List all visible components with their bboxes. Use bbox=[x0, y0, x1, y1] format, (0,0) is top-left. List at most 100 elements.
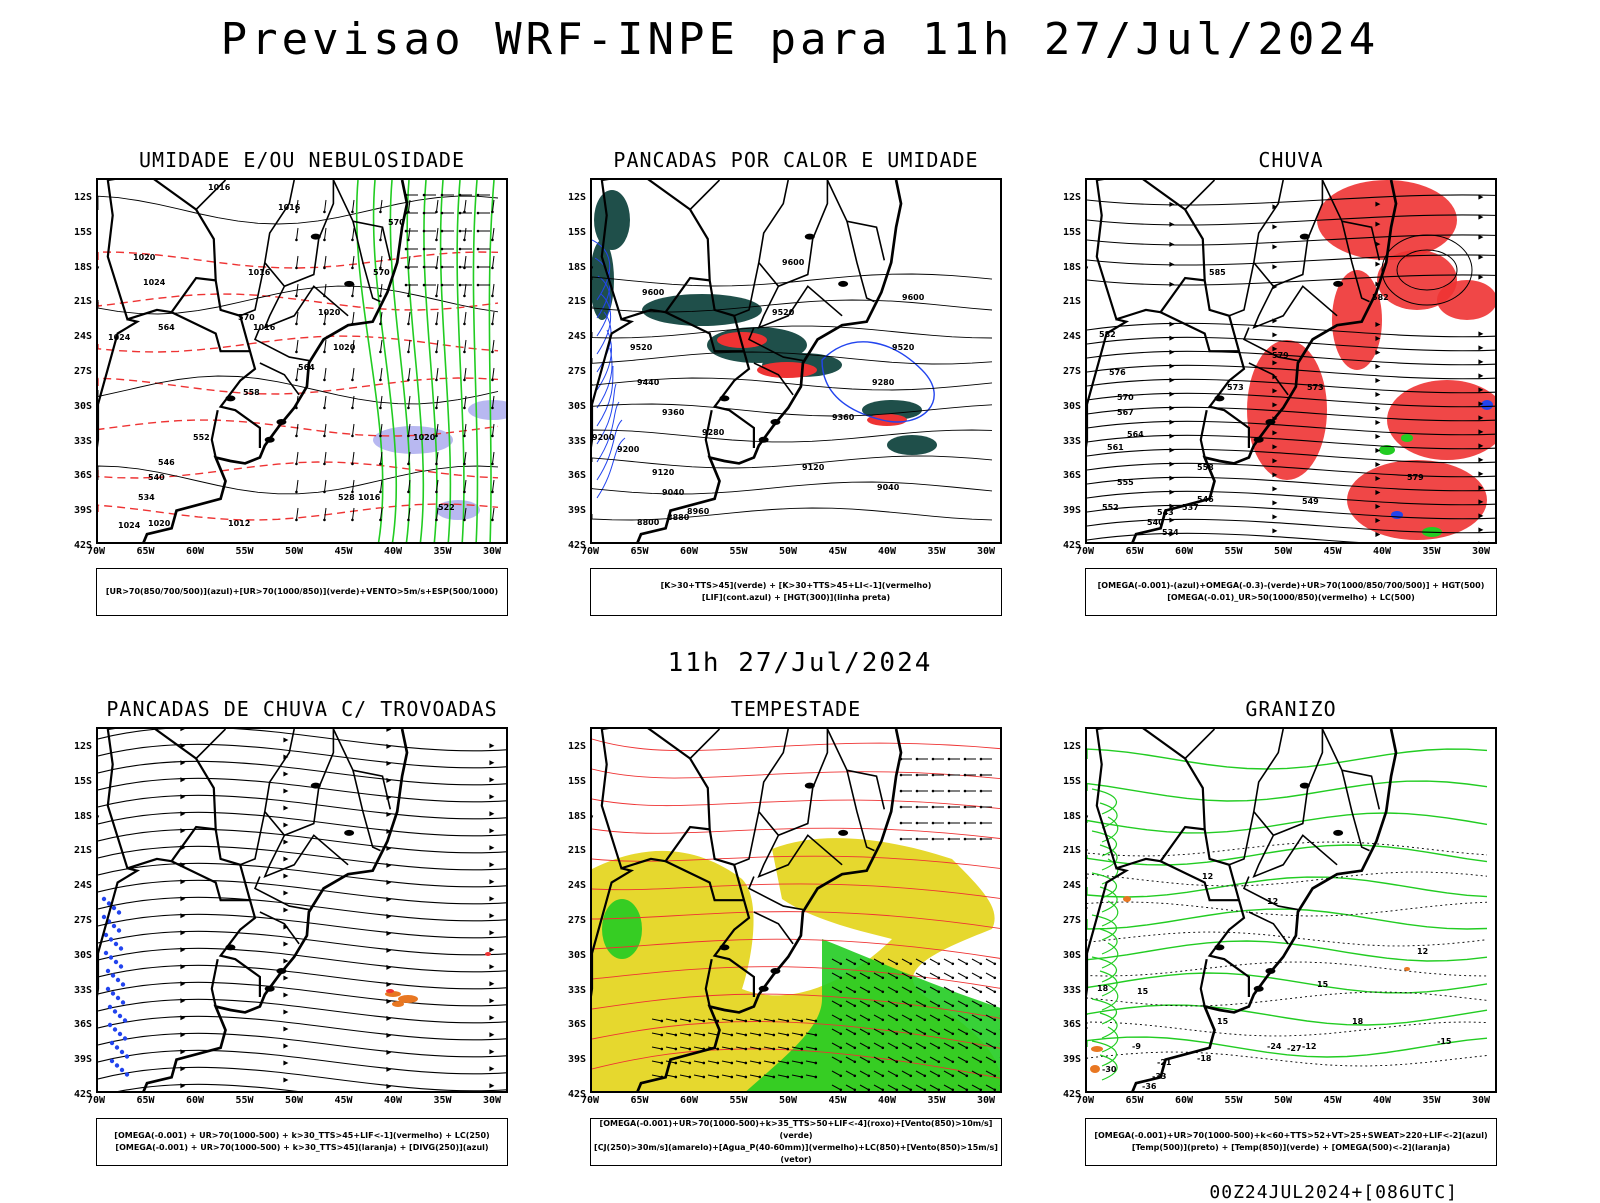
wind-vector-head bbox=[881, 1032, 884, 1035]
wind-vector-head bbox=[745, 1034, 748, 1037]
longitude-label: 45W bbox=[327, 1095, 361, 1106]
flow-arrow-icon bbox=[1169, 336, 1174, 341]
contour-label: 534 bbox=[138, 493, 155, 502]
contour-label: 9600 bbox=[642, 288, 665, 297]
divergence-point bbox=[120, 1068, 124, 1072]
wind-vector-head bbox=[407, 323, 410, 326]
contour-label: 18 bbox=[1352, 1017, 1364, 1026]
wind-vector-head bbox=[895, 1060, 898, 1063]
panel-legend: [OMEGA(-0.001)+UR>70(1000-500)+k<60+TTS>… bbox=[1085, 1118, 1497, 1166]
wind-vector-head bbox=[351, 239, 354, 242]
wind-vector-icon bbox=[380, 228, 382, 240]
contour-label: 1020 bbox=[148, 519, 171, 528]
wind-vector-head bbox=[477, 266, 480, 269]
temperature-500-contour bbox=[1087, 842, 1487, 856]
wind-vector-head bbox=[491, 211, 494, 214]
flow-arrow-icon bbox=[1478, 331, 1483, 336]
contour-label: -30 bbox=[1102, 1065, 1117, 1074]
longitude-label: 40W bbox=[870, 546, 904, 557]
divergence-point bbox=[111, 973, 115, 977]
contour-label: 561 bbox=[1107, 443, 1124, 452]
wind-vector-head bbox=[853, 1018, 856, 1021]
longitude-label: 45W bbox=[1316, 546, 1350, 557]
lake bbox=[311, 234, 321, 240]
wind-vector-icon bbox=[352, 312, 354, 324]
wind-vector-head bbox=[916, 822, 919, 825]
shaded-area bbox=[602, 899, 642, 959]
wind-vector-icon bbox=[408, 368, 410, 380]
legend-line: [OMEGA(-0.001)+UR>70(1000-500)+k>35_TTS>… bbox=[591, 1118, 1001, 1142]
flow-arrow-icon bbox=[489, 845, 494, 850]
wind-vector-head bbox=[295, 267, 298, 270]
wind-vector-icon bbox=[1000, 987, 1002, 992]
contour-label: 15 bbox=[1217, 1017, 1229, 1026]
streamline bbox=[98, 914, 508, 937]
flow-arrow-icon bbox=[283, 890, 288, 895]
wind-vector-head bbox=[881, 1088, 884, 1091]
wind-vector-head bbox=[675, 1020, 678, 1023]
wind-vector-head bbox=[423, 212, 426, 215]
flow-arrow-icon bbox=[489, 930, 494, 935]
temperature-850-contour bbox=[1092, 789, 1116, 814]
wind-vector-head bbox=[937, 1060, 940, 1063]
political-border bbox=[1254, 835, 1337, 876]
contour-label: 9200 bbox=[592, 433, 615, 442]
wind-vector-head bbox=[689, 1020, 692, 1023]
contour-label: 549 bbox=[1302, 497, 1319, 506]
field-layer bbox=[98, 180, 508, 544]
wind-vector-icon bbox=[492, 228, 494, 240]
wind-vector-head bbox=[815, 1020, 818, 1023]
wind-vector-head bbox=[853, 1088, 856, 1091]
wind-vector-icon bbox=[352, 424, 354, 436]
wind-vector-head bbox=[895, 976, 898, 979]
wind-vector-head bbox=[731, 1048, 734, 1051]
wind-vector-head bbox=[839, 962, 842, 965]
flow-arrow-icon bbox=[1375, 406, 1380, 411]
wind-vector-head bbox=[491, 239, 494, 242]
latitude-label: 24S bbox=[556, 331, 586, 342]
flow-arrow-icon bbox=[1272, 244, 1277, 249]
contour-label: 564 bbox=[158, 323, 175, 332]
wind-vector-head bbox=[689, 1062, 692, 1065]
flow-arrow-icon bbox=[283, 1077, 288, 1082]
wind-vector-head bbox=[932, 806, 935, 809]
latitude-label: 36S bbox=[1051, 470, 1081, 481]
wind-vector-head bbox=[477, 248, 480, 251]
longitude-label: 30W bbox=[969, 546, 1003, 557]
longitude-label: 70W bbox=[1068, 1095, 1102, 1106]
flow-arrow-icon bbox=[489, 913, 494, 918]
wind-vector-head bbox=[909, 990, 912, 993]
panel-legend: [OMEGA(-0.001)+UR>70(1000-500)+k>35_TTS>… bbox=[590, 1118, 1002, 1166]
lake bbox=[344, 281, 354, 287]
wind-vector-icon bbox=[464, 228, 466, 240]
wind-vector-head bbox=[703, 1076, 706, 1079]
wind-vector-head bbox=[295, 491, 298, 494]
contour-label: 12 bbox=[1267, 897, 1278, 906]
wind-vector-icon bbox=[324, 200, 326, 212]
contour-label: 543 bbox=[1157, 508, 1174, 517]
legend-line: [CJ(250)>30m/s](amarelo)+[Agua_P(40-60mm… bbox=[591, 1142, 1001, 1166]
wind-vector-head bbox=[351, 295, 354, 298]
longitude-label: 60W bbox=[1167, 546, 1201, 557]
flow-arrow-icon bbox=[1478, 345, 1483, 350]
wind-vector-head bbox=[323, 323, 326, 326]
wind-vector-head bbox=[459, 194, 462, 197]
humidity-contour bbox=[473, 180, 477, 544]
political-border bbox=[265, 180, 334, 286]
wind-vector-head bbox=[379, 351, 382, 354]
contour-label: 570 bbox=[1117, 393, 1134, 402]
wind-vector-head bbox=[423, 248, 426, 251]
flow-arrow-icon bbox=[489, 828, 494, 833]
wind-vector-head bbox=[773, 1048, 776, 1051]
wind-vector-head bbox=[900, 822, 903, 825]
wind-vector-icon bbox=[986, 959, 995, 964]
wind-vector-head bbox=[407, 435, 410, 438]
wind-vector-icon bbox=[352, 508, 354, 520]
wind-vector-head bbox=[932, 838, 935, 841]
divergence-point bbox=[121, 1000, 125, 1004]
wind-vector-head bbox=[675, 1034, 678, 1037]
wind-vector-head bbox=[405, 230, 408, 233]
flow-arrow-icon bbox=[180, 729, 185, 731]
wind-vector-icon bbox=[944, 973, 953, 978]
